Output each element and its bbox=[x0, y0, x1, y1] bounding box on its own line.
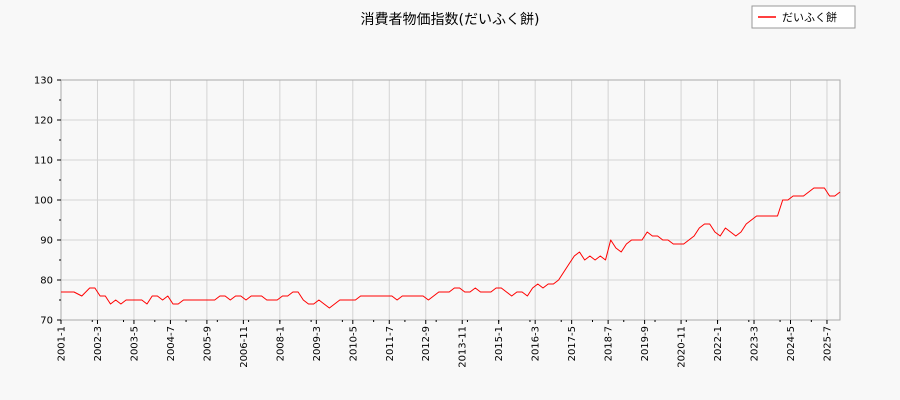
chart-title: 消費者物価指数(だいふく餅) bbox=[361, 11, 540, 28]
y-tick-label: 90 bbox=[40, 236, 53, 247]
x-axis: 2001-1 2002-3 2003-5 2004-7 2005-9 2006-11 200… bbox=[57, 320, 833, 368]
x-tick-label: 2023-3 bbox=[750, 326, 761, 361]
x-tick-label: 2020-11 bbox=[677, 326, 688, 368]
x-tick-label: 2003-5 bbox=[129, 326, 140, 361]
legend: だいふく餅 bbox=[751, 5, 856, 29]
x-tick-label: 2024-5 bbox=[786, 326, 797, 361]
x-tick-label: 2019-9 bbox=[640, 326, 651, 361]
grid bbox=[60, 79, 840, 321]
x-tick-label: 2001-1 bbox=[57, 326, 68, 361]
x-tick-label: 2022-1 bbox=[713, 326, 724, 361]
y-tick-label: 70 bbox=[40, 316, 53, 327]
y-axis: 70 80 90 100 110 120 130 bbox=[34, 76, 61, 327]
x-tick-label: 2017-5 bbox=[567, 326, 578, 361]
y-tick-label: 80 bbox=[40, 276, 53, 287]
x-tick-label: 2018-7 bbox=[604, 326, 615, 361]
y-tick-label: 130 bbox=[34, 76, 53, 87]
legend-label: だいふく餅 bbox=[782, 10, 837, 24]
x-tick-label: 2006-11 bbox=[239, 326, 250, 368]
y-tick-label: 100 bbox=[34, 196, 53, 207]
series-layer bbox=[61, 187, 841, 309]
x-tick-label: 2015-1 bbox=[494, 326, 505, 361]
x-tick-label: 2012-9 bbox=[421, 326, 432, 361]
y-tick-label: 110 bbox=[34, 156, 53, 167]
legend-box bbox=[751, 5, 856, 29]
x-tick-label: 2004-7 bbox=[166, 326, 177, 361]
x-tick-label: 2013-11 bbox=[458, 326, 469, 368]
x-tick-label: 2002-3 bbox=[93, 326, 104, 361]
x-tick-label: 2016-3 bbox=[531, 326, 542, 361]
y-tick-label: 120 bbox=[34, 116, 53, 127]
series-line-0 bbox=[61, 187, 841, 309]
x-tick-label: 2005-9 bbox=[202, 326, 213, 361]
x-tick-label: 2008-1 bbox=[275, 326, 286, 361]
x-tick-label: 2010-5 bbox=[348, 326, 359, 361]
x-tick-label: 2025-7 bbox=[822, 326, 833, 361]
x-tick-label: 2009-3 bbox=[312, 326, 323, 361]
x-tick-label: 2011-7 bbox=[385, 326, 396, 361]
